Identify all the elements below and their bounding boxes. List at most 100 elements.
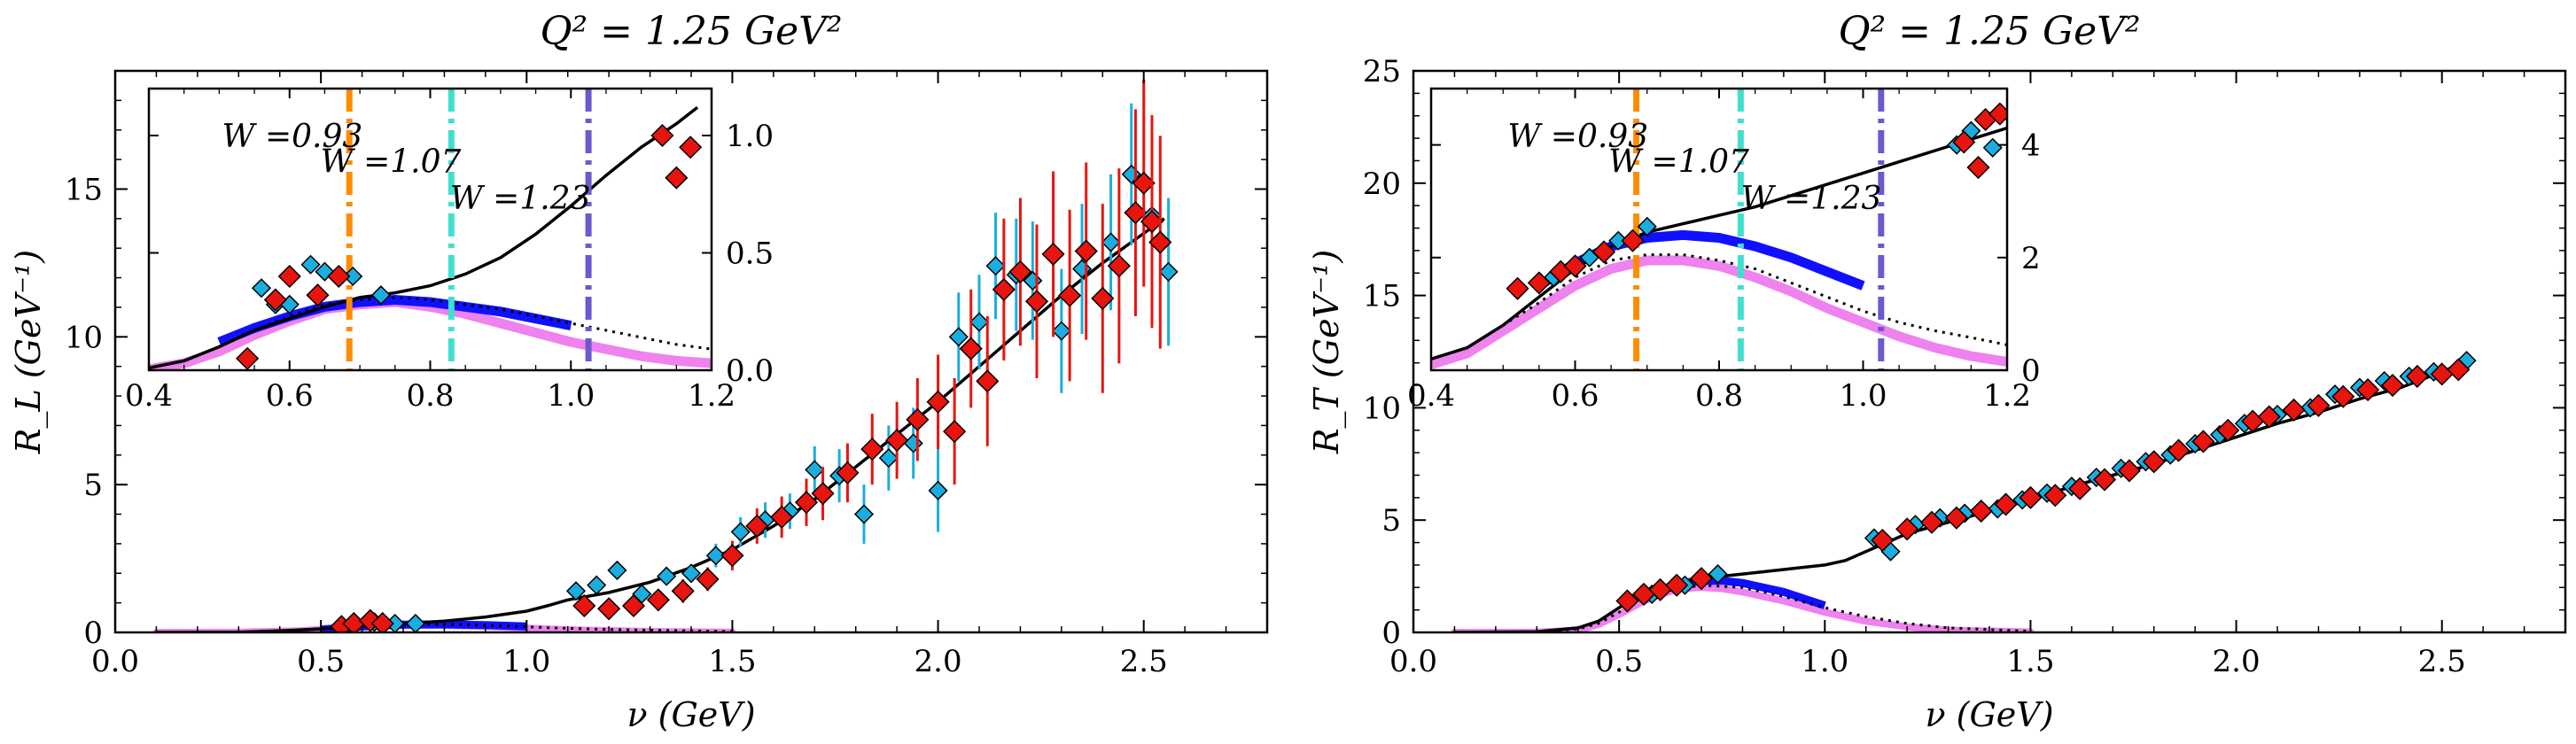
cyan-data-point: [681, 563, 702, 584]
x-axis-label: ν (GeV): [1925, 695, 2053, 734]
inset-red-data-point: [1966, 155, 1990, 180]
inset-red-data-point: [263, 288, 287, 312]
red-data-point: [1919, 510, 1944, 534]
inset-plot-area: [149, 89, 712, 370]
inset-background: [1431, 89, 2007, 370]
red-data-point: [1008, 260, 1032, 283]
cyan-data-point: [1023, 270, 1043, 291]
x-tick-label: 2.5: [1120, 644, 1168, 679]
y-axis-label: R_T (GeV⁻¹): [1307, 250, 1347, 454]
x-tick-label: 0.5: [1595, 644, 1643, 679]
inset-x-tick-label: 0.6: [1551, 378, 1599, 414]
red-data-point: [2380, 373, 2405, 398]
red-data-point: [1871, 528, 1895, 553]
y-tick-label: 5: [83, 468, 103, 503]
x-tick-label: 1.0: [1801, 644, 1848, 679]
red-data-point: [646, 588, 670, 612]
y-tick-label: 20: [1363, 167, 1401, 202]
cyan-data-point: [903, 433, 923, 453]
y-tick-label: 10: [1363, 391, 1401, 426]
w-label: W =1.23: [1741, 181, 1882, 217]
red-data-point: [1895, 517, 1919, 541]
red-data-point: [2447, 358, 2471, 382]
red-data-point: [1107, 254, 1131, 278]
cyan-data-point: [1158, 261, 1179, 282]
cyan-data-point: [565, 581, 587, 601]
red-data-point: [1969, 499, 1993, 523]
red-data-point: [1148, 230, 1172, 254]
red-data-point: [671, 579, 695, 603]
inset-frame: [147, 87, 713, 372]
inset-x-tick-label: 1.0: [1839, 378, 1887, 414]
plot-area: [152, 80, 1179, 632]
red-data-point: [2356, 378, 2380, 402]
inset-red-data-point: [1621, 229, 1645, 252]
red-data-point: [2405, 364, 2429, 388]
inset-cyan-data-point: [300, 254, 321, 275]
cyan-data-point: [405, 613, 425, 632]
y-tick-label: 25: [1363, 54, 1401, 89]
inset-red-data-point: [650, 123, 674, 148]
y-tick-label: 15: [65, 172, 103, 207]
x-tick-label: 0.0: [1389, 644, 1437, 679]
x-tick-label: 0.0: [91, 644, 139, 679]
cyan-data-point: [805, 460, 825, 480]
cyan-data-point: [1051, 321, 1071, 341]
red-data-point: [370, 611, 394, 632]
x-tick-label: 1.0: [502, 644, 550, 679]
chart-title: Q² = 1.25 GeV²: [540, 9, 842, 54]
cyan-data-point: [657, 566, 677, 586]
inset-x-tick-label: 1.2: [688, 378, 735, 414]
red-data-point: [860, 438, 884, 461]
x-tick-label: 2.5: [2418, 644, 2466, 679]
inset-magenta-band-curve: [1431, 255, 2007, 369]
red-data-point: [1041, 242, 1065, 266]
inset-background: [149, 89, 712, 370]
red-data-point: [2282, 398, 2306, 422]
plot-frame: [1412, 69, 2567, 634]
red-data-point: [976, 369, 1000, 393]
red-data-point: [992, 277, 1016, 301]
plot-area: [1451, 351, 2477, 632]
cyan-data-point: [587, 575, 607, 595]
cyan-data-point: [705, 546, 726, 566]
cyan-data-point: [853, 504, 875, 524]
inset-frame: [1429, 87, 2009, 372]
red-data-point: [2257, 405, 2281, 429]
red-data-point: [906, 407, 930, 431]
inset-x-tick-label: 0.6: [266, 378, 314, 414]
red-data-point: [2191, 430, 2215, 453]
w-label: W =0.93: [1507, 119, 1648, 155]
red-data-point: [1665, 573, 1689, 597]
red-data-point: [2043, 484, 2067, 508]
red-data-point: [621, 593, 646, 618]
red-data-point: [1074, 239, 1098, 263]
inset-red-data-point: [1952, 130, 1976, 154]
inset-y-tick-label: 0.5: [726, 236, 774, 272]
red-data-point: [597, 597, 621, 621]
red-data-point: [943, 420, 967, 444]
x-axis-label: ν (GeV): [626, 695, 755, 734]
cyan-data-point: [1708, 564, 1728, 585]
inset-solid-model-curve: [149, 105, 699, 370]
w-label: W =0.93: [222, 119, 363, 155]
red-data-point: [2092, 468, 2117, 492]
y-axis-label: R_L (GeV⁻¹): [9, 250, 49, 454]
w-label: W =1.23: [450, 181, 591, 217]
chart-panel-1: Q² = 1.25 GeV² ν (GeV) R_L (GeV⁻¹) 0.0 0.5 1.…: [9, 9, 1269, 734]
inset-y-tick-label: 1.0: [726, 119, 774, 154]
chart-title: Q² = 1.25 GeV²: [1838, 9, 2140, 54]
red-data-point: [885, 429, 909, 453]
inset-red-data-point: [1563, 254, 1587, 278]
red-data-point: [2167, 438, 2191, 462]
chart-panel-2: Q² = 1.25 GeV² ν (GeV) R_T (GeV⁻¹) 0.0 0.5 1.…: [1307, 9, 2567, 734]
x-tick-label: 2.0: [914, 644, 962, 679]
inset-red-data-point: [1592, 240, 1616, 264]
red-data-point: [2117, 459, 2141, 483]
red-data-point: [1689, 567, 1714, 591]
red-data-point: [2331, 384, 2355, 408]
cyan-data-point: [1101, 232, 1121, 252]
w-label: W =1.07: [1608, 144, 1749, 181]
cyan-data-point: [969, 312, 990, 332]
inset-red-data-point: [277, 264, 301, 289]
